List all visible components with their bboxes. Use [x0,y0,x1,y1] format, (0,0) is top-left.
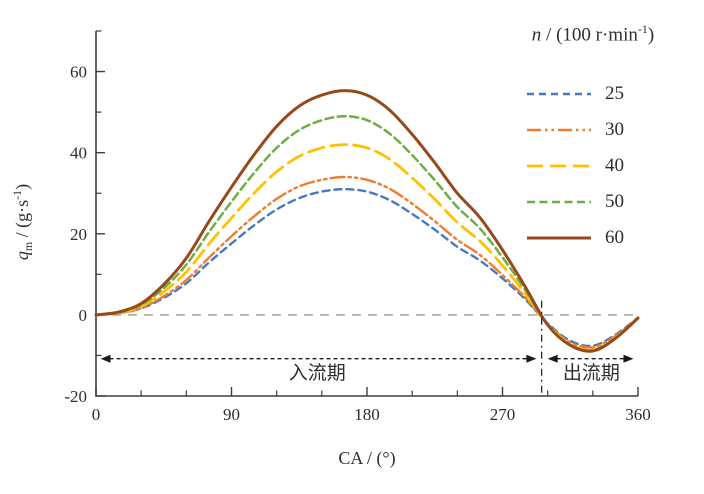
series-curves [94,89,640,353]
legend-item-label: 40 [605,155,624,177]
arrowhead-right-outflow [623,354,634,363]
inflow-period-label: 入流期 [289,362,346,384]
y-tick-label: 40 [70,144,87,163]
legend-items: 25 30 40 50 60 [495,76,691,256]
x-tick-label: 360 [625,405,651,424]
x-tick-label: 180 [354,405,380,424]
legend-item: 25 [495,76,691,112]
y-tick-label: 60 [70,63,87,82]
legend-line-sample [527,129,591,132]
x-tick-label: 270 [490,405,516,424]
arrowhead-right-inflow [526,354,537,363]
x-tick-label: 90 [223,405,240,424]
legend-item: 30 [495,112,691,148]
legend-line-sample [527,201,591,204]
y-axis-title: qm / (g·s-1) [10,184,35,260]
outflow-period-label: 出流期 [563,362,620,384]
y-tick-label: 20 [70,225,87,244]
x-tick-label: 0 [92,405,101,424]
legend-item-label: 50 [605,191,624,213]
arrowhead-left-outflow [547,354,558,363]
legend-item-label: 25 [605,83,624,105]
legend-title: n / (100 r·min-1) [531,22,655,46]
series-curve-30 [94,175,640,349]
legend-line-sample [527,164,591,168]
annotations-group [100,300,634,396]
legend-item: 50 [495,184,691,220]
series-curve-60 [94,89,640,353]
legend-item: 60 [495,220,691,256]
y-tick-label: -20 [64,387,87,406]
legend-item: 40 [495,148,691,184]
x-axis-title: CA / (°) [338,448,395,469]
y-tick-label: 0 [79,306,88,325]
legend: n / (100 r·min-1) 25 30 40 50 60 [495,16,691,256]
legend-item-label: 60 [605,227,624,249]
legend-item-label: 30 [605,119,624,141]
axes: 0 90 180 270 360 -20 0 20 40 60 [64,30,651,424]
arrowhead-left-inflow [100,354,111,363]
legend-line-sample [527,236,591,240]
legend-line-sample [527,93,591,96]
